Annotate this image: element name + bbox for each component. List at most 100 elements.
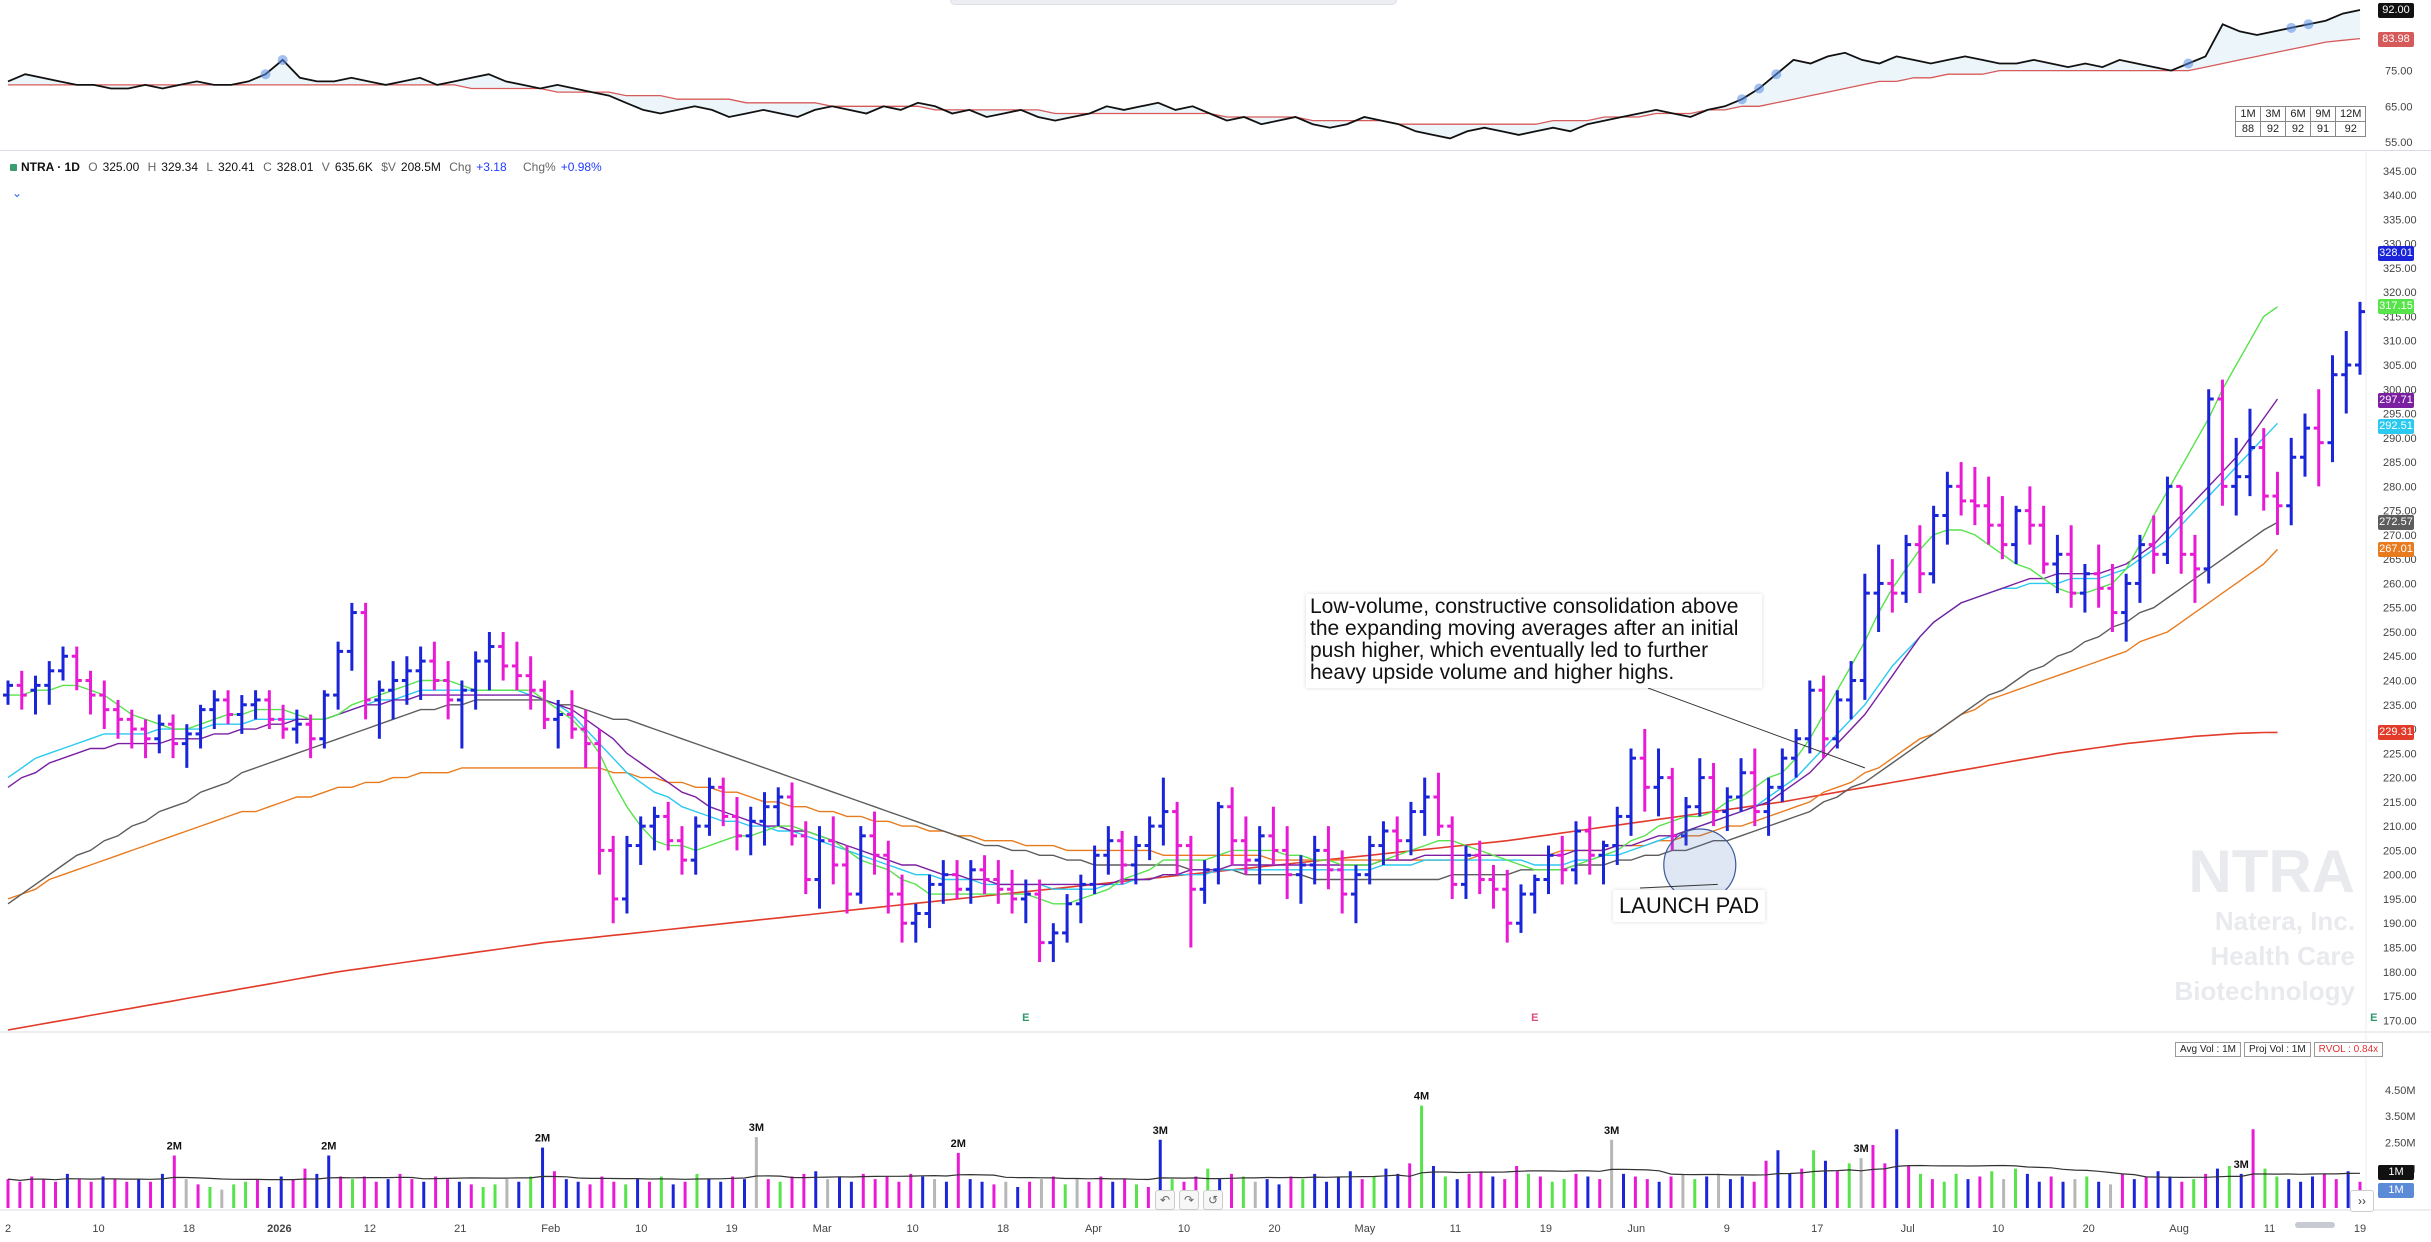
time-axis-label: 17 xyxy=(1811,1223,1823,1235)
time-axis-label: Jul xyxy=(1901,1223,1915,1235)
volume-peak-label: 4M xyxy=(1414,1091,1429,1103)
rs-ma-value-tag: 83.98 xyxy=(2378,31,2414,47)
price-tick-label: 270.00 xyxy=(2383,530,2417,542)
reset-icon[interactable]: ↺ xyxy=(1203,1190,1223,1210)
ma65-value-tag: 267.01 xyxy=(2378,542,2414,558)
price-tick-label: 305.00 xyxy=(2383,360,2417,372)
rs-tick-label: 55.00 xyxy=(2385,137,2413,149)
price-tick-label: 280.00 xyxy=(2383,481,2417,493)
price-tick-label: 265.00 xyxy=(2383,554,2417,566)
price-tick-label: 315.00 xyxy=(2383,311,2417,323)
rs-period-1m: 1M xyxy=(2235,106,2261,122)
watermark-sector: Health Care xyxy=(2210,941,2356,971)
price-tick-label: 340.00 xyxy=(2383,190,2417,202)
price-tick-label: 185.00 xyxy=(2383,942,2417,954)
price-tick-label: 275.00 xyxy=(2383,506,2417,518)
rs-line xyxy=(7,9,2361,140)
time-axis-label: 11 xyxy=(2264,1223,2275,1235)
watermark-symbol: NTRA xyxy=(2188,838,2355,905)
volume-label: V xyxy=(321,160,330,174)
rs-value-row: 88 92 92 91 92 xyxy=(2235,121,2367,137)
price-tick-label: 195.00 xyxy=(2383,894,2417,906)
price-tick-label: 260.00 xyxy=(2383,578,2417,590)
rs-new-high-dot xyxy=(1736,94,1747,105)
time-axis-label: 11 xyxy=(1450,1223,1461,1235)
high-label: H xyxy=(147,160,157,174)
ohlc-legend: NTRA · 1D O 325.00 H 329.34 L 320.41 C 328.0… xyxy=(10,160,607,174)
price-tick-label: 325.00 xyxy=(2383,263,2417,275)
rs-new-high-dot xyxy=(277,54,288,65)
time-axis-label: 18 xyxy=(997,1223,1009,1235)
time-axis-label: 2026 xyxy=(267,1223,291,1235)
ma50-line xyxy=(7,521,2278,905)
redo-icon[interactable]: ↷ xyxy=(1179,1190,1199,1210)
price-tick-label: 310.00 xyxy=(2383,336,2417,348)
rs-new-high-dot xyxy=(260,69,271,80)
rs-value-6m: 92 xyxy=(2285,121,2311,137)
time-axis-label: Apr xyxy=(1085,1223,1102,1235)
price-tick-label: 345.00 xyxy=(2383,166,2417,178)
ema21-value-tag: 292.51 xyxy=(2378,418,2414,434)
scroll-to-latest-button[interactable]: ›› xyxy=(2350,1190,2374,1212)
time-axis-label: 10 xyxy=(906,1223,918,1235)
time-axis-label: 20 xyxy=(2082,1223,2094,1235)
rs-period-12m: 12M xyxy=(2334,106,2367,122)
consolidation-note[interactable]: Low-volume, constructive consolidation a… xyxy=(1306,594,1762,688)
change-label: Chg xyxy=(449,160,472,174)
ema21-line xyxy=(7,422,2279,890)
volume-peak-label: 3M xyxy=(1853,1143,1868,1155)
rs-tick-label: 65.00 xyxy=(2385,101,2413,113)
undo-icon[interactable]: ↶ xyxy=(1155,1190,1175,1210)
symbol-label[interactable]: NTRA · 1D xyxy=(21,160,80,174)
price-tick-label: 300.00 xyxy=(2383,384,2417,396)
rs-new-high-dot xyxy=(2303,19,2314,30)
time-axis-label: Jun xyxy=(1627,1223,1645,1235)
volume-peak-label: 3M xyxy=(1604,1125,1619,1137)
rs-new-high-dot xyxy=(2286,22,2297,33)
price-tick-label: 240.00 xyxy=(2383,676,2417,688)
volume-stats: Avg Vol : 1M Proj Vol : 1M RVOL : 0.84x xyxy=(2175,1042,2384,1057)
time-axis-label: 10 xyxy=(1992,1223,2004,1235)
watermark-industry: Biotechnology xyxy=(2174,976,2355,1006)
change-pct-label: Chg% xyxy=(523,160,556,174)
rs-new-high-dot xyxy=(1754,83,1765,94)
time-axis-label: 19 xyxy=(726,1223,738,1235)
earnings-marker: E xyxy=(1531,1012,1538,1024)
rs-panel xyxy=(0,0,2431,151)
projected-volume: Proj Vol : 1M xyxy=(2243,1042,2311,1057)
dollar-volume-label: $V xyxy=(381,160,396,174)
low-value: 320.41 xyxy=(218,160,255,174)
volume-peak-label: 2M xyxy=(321,1141,336,1153)
volume-avg-line xyxy=(7,1164,2361,1182)
ma10-line xyxy=(8,306,2278,905)
time-axis-label: 19 xyxy=(2354,1223,2366,1235)
time-axis-label: 9 xyxy=(1724,1223,1730,1235)
rs-new-high-dot xyxy=(2183,58,2194,69)
volume-peak-label: 3M xyxy=(749,1122,764,1134)
last-price-tag: 328.01 xyxy=(2378,246,2414,262)
volume-value: 635.6K xyxy=(334,160,373,174)
price-tick-label: 205.00 xyxy=(2383,845,2417,857)
launch-pad-label[interactable]: LAUNCH PAD xyxy=(1613,890,1766,922)
change-pct-value: +0.98% xyxy=(560,160,602,174)
chevron-down-icon[interactable]: ⌄ xyxy=(11,186,23,200)
volume-peak-label: 3M xyxy=(2234,1159,2249,1171)
ma65-line xyxy=(7,548,2279,900)
price-tick-label: 250.00 xyxy=(2383,627,2417,639)
rs-period-3m: 3M xyxy=(2260,106,2286,122)
rs-tick-label: 75.00 xyxy=(2385,66,2413,78)
time-scrollbar[interactable] xyxy=(2295,1222,2335,1228)
ma50-value-tag: 272.57 xyxy=(2378,515,2414,531)
low-label: L xyxy=(206,160,214,174)
price-tick-label: 285.00 xyxy=(2383,457,2417,469)
rs-rating-table: 1M 3M 6M 9M 12M 88 92 92 91 92 xyxy=(2235,106,2367,137)
time-axis-label: 10 xyxy=(1178,1223,1190,1235)
rs-value-tag: 92.00 xyxy=(2378,3,2414,18)
close-value: 328.01 xyxy=(276,160,314,174)
price-tick-label: 190.00 xyxy=(2383,918,2417,930)
time-axis-label: 12 xyxy=(364,1223,376,1235)
note-pointer xyxy=(1647,687,1866,769)
time-axis-label: Aug xyxy=(2169,1223,2189,1235)
rs-period-row: 1M 3M 6M 9M 12M xyxy=(2235,106,2367,122)
rs-period-6m: 6M xyxy=(2285,106,2311,122)
